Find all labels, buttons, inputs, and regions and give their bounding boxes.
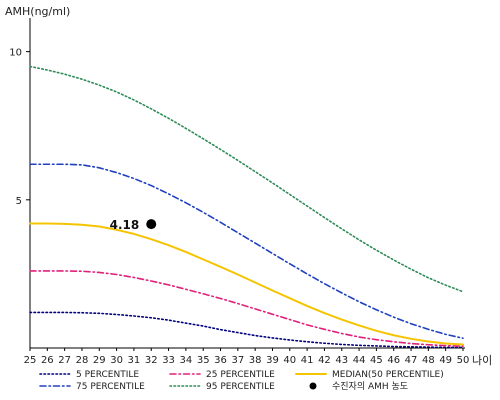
series-line-1	[29, 311, 464, 349]
x-tick-label: 37	[231, 355, 244, 366]
x-tick-label: 49	[439, 355, 452, 366]
x-tick-label: 48	[422, 355, 435, 366]
legend-label-2: 75 PERCENTILE	[76, 382, 145, 392]
x-tick-label: 38	[249, 355, 262, 366]
x-tick-label: 44	[353, 355, 366, 366]
x-tick-label: 43	[335, 355, 348, 366]
series-line-3	[29, 222, 464, 346]
legend-label-1: 5 PERCENTILE	[76, 370, 139, 380]
x-tick-label: 50	[457, 355, 470, 366]
series-layer	[29, 65, 464, 349]
y-tick-label: 10	[9, 48, 22, 59]
series-line-4	[29, 163, 464, 340]
x-tick-label: 28	[76, 355, 89, 366]
chart-legend: 5 PERCENTILE 75 PERCENTILE 25 PERCENTILE 95…	[39, 370, 444, 392]
x-tick-label: 42	[318, 355, 331, 366]
x-tick-label: 47	[405, 355, 418, 366]
x-tick-label: 36	[214, 355, 227, 366]
series-line-5	[29, 65, 464, 293]
x-tick-label: 32	[145, 355, 158, 366]
x-axis-title: 나이	[472, 354, 492, 367]
chart-axes: 5 10 25 26 27 28 29 30 31 32 33 34 35 36 37 38 39 40 41 42 4…	[9, 18, 469, 366]
x-tick-label: 29	[93, 355, 106, 366]
x-tick-label: 46	[387, 355, 400, 366]
legend-point-marker	[309, 382, 317, 390]
legend-label-3: 25 PERCENTILE	[206, 370, 275, 380]
x-tick-label: 41	[301, 355, 314, 366]
legend-label-5: MEDIAN(50 PERCENTILE)	[332, 370, 444, 380]
legend-label-4: 95 PERCENTILE	[206, 382, 275, 392]
y-axis-title: AMH(ng/ml)	[5, 5, 70, 18]
patient-amh-point	[146, 219, 157, 230]
x-tick-label: 31	[128, 355, 141, 366]
x-tick-label: 35	[197, 355, 210, 366]
x-tick-label: 30	[110, 355, 123, 366]
series-line-2	[29, 270, 464, 348]
x-tick-label: 40	[283, 355, 296, 366]
x-tick-label: 39	[266, 355, 279, 366]
x-tick-label: 27	[58, 355, 71, 366]
legend-point-label: 수진자의 AMH 농도	[332, 381, 408, 392]
x-tick-label: 33	[162, 355, 175, 366]
point-layer: 4.18	[110, 218, 157, 232]
y-tick-label: 5	[16, 196, 22, 207]
x-tick-label: 34	[180, 355, 193, 366]
x-tick-label: 26	[41, 355, 54, 366]
patient-amh-value-label: 4.18	[110, 218, 140, 232]
x-tick-label: 25	[24, 355, 37, 366]
x-tick-label: 45	[370, 355, 383, 366]
